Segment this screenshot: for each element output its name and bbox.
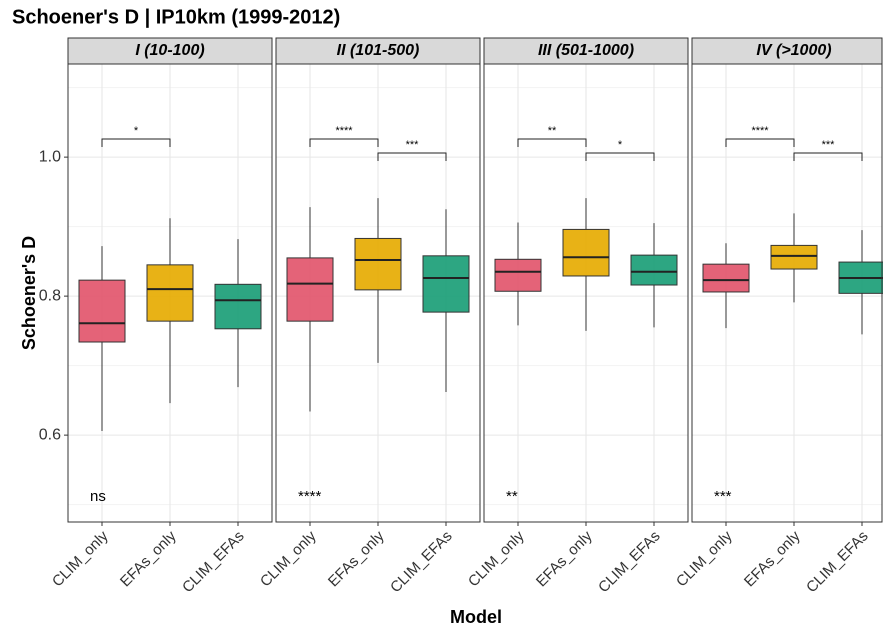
panel-annotation: **** xyxy=(298,488,322,505)
strip xyxy=(275,37,481,65)
x-tick-label: EFAs_only xyxy=(325,527,388,590)
box xyxy=(702,263,750,293)
box xyxy=(286,257,334,322)
box xyxy=(354,237,402,291)
box xyxy=(214,283,262,330)
significance-label: **** xyxy=(335,125,353,137)
significance-label: * xyxy=(618,139,623,151)
x-tick-label: EFAs_only xyxy=(741,527,804,590)
strip-label: III (501-1000) xyxy=(538,42,634,59)
significance-bracket xyxy=(793,152,863,161)
x-tick-label: CLIM_EFAs xyxy=(803,528,872,597)
significance-label: * xyxy=(134,125,139,137)
x-tick-label: CLIM_EFAs xyxy=(595,528,664,597)
y-tick-label: 0.8 xyxy=(39,287,61,304)
significance-bracket xyxy=(725,138,795,148)
box xyxy=(78,279,126,343)
x-tick-label: CLIM_only xyxy=(257,527,320,590)
x-tick-label: CLIM_only xyxy=(673,527,736,590)
y-tick-label: 0.6 xyxy=(39,426,61,443)
box xyxy=(630,254,678,286)
significance-label: **** xyxy=(751,125,769,137)
significance-bracket xyxy=(517,138,587,148)
strip-label: I (10-100) xyxy=(135,42,204,59)
y-axis-title: Schoener's D xyxy=(19,236,39,350)
box xyxy=(422,255,470,313)
box xyxy=(770,244,818,270)
significance-bracket xyxy=(377,152,447,161)
x-tick-label: CLIM_EFAs xyxy=(179,528,248,597)
x-axis-title: Model xyxy=(450,607,502,627)
panel-annotation: ** xyxy=(506,488,518,505)
box xyxy=(494,258,542,292)
strip-label: IV (>1000) xyxy=(756,42,831,59)
chart-title: Schoener's D | IP10km (1999-2012) xyxy=(12,6,340,28)
panel-annotation: ns xyxy=(90,488,106,505)
strip xyxy=(67,37,273,65)
significance-label: ** xyxy=(548,125,557,137)
panel-annotation: *** xyxy=(714,488,732,505)
x-tick-label: CLIM_EFAs xyxy=(387,528,456,597)
significance-label: *** xyxy=(822,139,836,151)
box xyxy=(146,264,194,322)
strip xyxy=(691,37,883,65)
strip-label: II (101-500) xyxy=(337,42,420,59)
strip xyxy=(483,37,689,65)
significance-bracket xyxy=(585,152,655,161)
x-tick-label: CLIM_only xyxy=(49,527,112,590)
box xyxy=(562,228,610,277)
x-tick-label: EFAs_only xyxy=(533,527,596,590)
y-tick-label: 1.0 xyxy=(39,148,61,165)
significance-label: *** xyxy=(406,139,420,151)
x-tick-label: EFAs_only xyxy=(117,527,180,590)
x-tick-label: CLIM_only xyxy=(465,527,528,590)
significance-bracket xyxy=(101,138,171,148)
significance-bracket xyxy=(309,138,379,148)
